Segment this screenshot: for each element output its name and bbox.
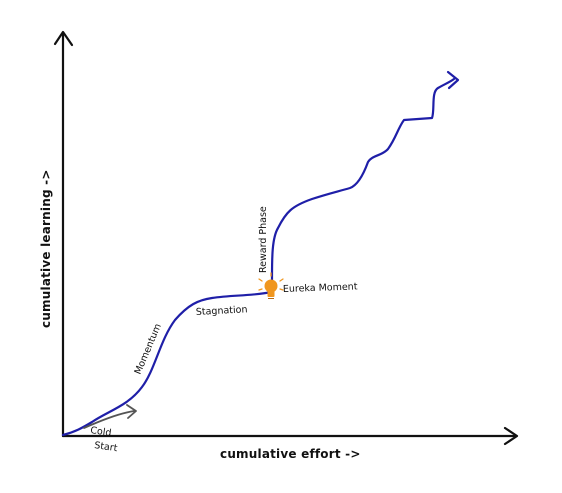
lightbulb-icon <box>258 272 284 299</box>
x-axis-label: cumulative effort -> <box>220 447 361 461</box>
y-axis-arrowhead <box>53 30 74 47</box>
eureka-moment-label: Eureka Moment <box>283 281 358 295</box>
reward-phase-label: Reward Phase <box>258 206 269 273</box>
y-axis-label: cumulative learning -> <box>39 169 53 328</box>
x-axis-arrowhead <box>503 426 519 446</box>
learning-curve <box>61 77 456 437</box>
arrow-right-icon <box>83 404 137 429</box>
curve-arrowhead <box>446 70 460 90</box>
cold-start-label-line2: Start <box>94 440 119 454</box>
axes <box>53 30 519 446</box>
cold-start-label-line1: Cold <box>90 425 112 439</box>
stagnation-label: Stagnation <box>196 304 248 318</box>
